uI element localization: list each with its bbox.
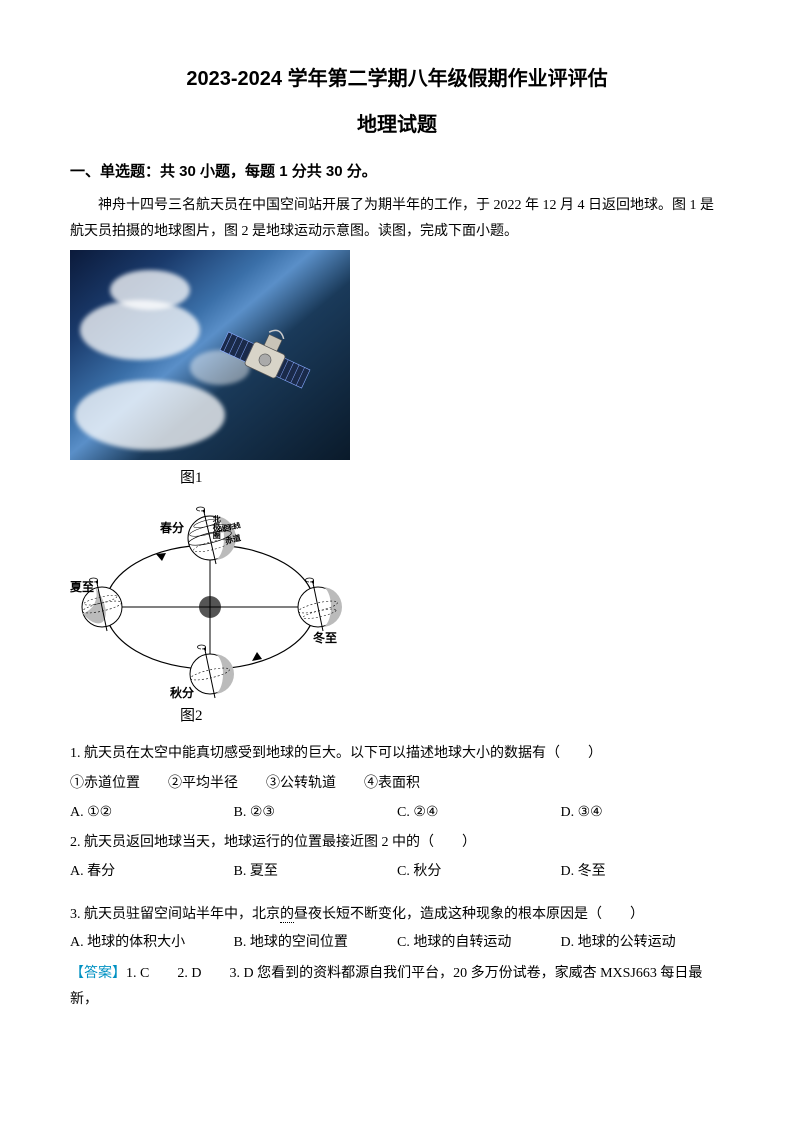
q1-opt-b: B. ②③ — [234, 800, 398, 827]
fig2-label-qiufen: 秋分 — [170, 682, 194, 705]
answer-label: 【答案】 — [70, 966, 126, 981]
section-heading: 一、单选题：共 30 小题，每题 1 分共 30 分。 — [70, 158, 724, 187]
figure-2-diagram: 春分 夏至 冬至 秋分 北极圈 北回归线 赤道 — [70, 502, 350, 702]
q3-stem-pre: 3. 航天员驻留空间站半年中，北京 — [70, 907, 280, 922]
title-main: 2023-2024 学年第二学期八年级假期作业评评估 — [70, 60, 724, 98]
q1-opt-d: D. ③④ — [561, 800, 725, 827]
fig2-label-chunfen: 春分 — [160, 517, 184, 540]
figure-1-image — [70, 250, 350, 460]
figure-2: 春分 夏至 冬至 秋分 北极圈 北回归线 赤道 图2 — [70, 502, 724, 731]
q2-opt-a: A. 春分 — [70, 859, 234, 886]
passage-text: 神舟十四号三名航天员在中国空间站开展了为期半年的工作，于 2022 年 12 月… — [70, 193, 724, 246]
figure-1-label: 图1 — [180, 464, 724, 493]
answer-3: 3. D — [229, 966, 253, 981]
q3-stem-post: 昼夜长短不断变化，造成这种现象的根本原因是（ ） — [294, 907, 644, 922]
answer-2: 2. D — [177, 966, 201, 981]
figure-1: 图1 — [70, 250, 724, 493]
q2-opt-c: C. 秋分 — [397, 859, 561, 886]
q2-opt-d: D. 冬至 — [561, 859, 725, 886]
q3-options: A. 地球的体积大小 B. 地球的空间位置 C. 地球的自转运动 D. 地球的公… — [70, 930, 724, 957]
q3-opt-c: C. 地球的自转运动 — [397, 930, 561, 957]
title-sub: 地理试题 — [70, 106, 724, 144]
q1-opt-a: A. ①② — [70, 800, 234, 827]
fig2-label-xiazhi: 夏至 — [70, 576, 94, 599]
q3-opt-a: A. 地球的体积大小 — [70, 930, 234, 957]
satellite-icon — [210, 305, 320, 415]
q1-stem: 1. 航天员在太空中能真切感受到地球的巨大。以下可以描述地球大小的数据有（ ） — [70, 741, 724, 768]
q3-stem-dot: 的 — [280, 907, 294, 923]
q2-stem: 2. 航天员返回地球当天，地球运行的位置最接近图 2 中的（ ） — [70, 830, 724, 857]
q3-opt-b: B. 地球的空间位置 — [234, 930, 398, 957]
q2-options: A. 春分 B. 夏至 C. 秋分 D. 冬至 — [70, 859, 724, 886]
q1-opt-c: C. ②④ — [397, 800, 561, 827]
q3-opt-d: D. 地球的公转运动 — [561, 930, 725, 957]
q1-sub: ①赤道位置 ②平均半径 ③公转轨道 ④表面积 — [70, 771, 724, 798]
q3-stem: 3. 航天员驻留空间站半年中，北京的昼夜长短不断变化，造成这种现象的根本原因是（… — [70, 902, 724, 929]
fig2-label-dongzhi: 冬至 — [313, 627, 337, 650]
q1-options: A. ①② B. ②③ C. ②④ D. ③④ — [70, 800, 724, 827]
answer-tail: 您看到的资料都源自我们平台，20 多万份试卷，家威杏 MXSJ663 每日最新， — [70, 966, 702, 1008]
answer-line: 【答案】1. C 2. D 3. D 您看到的资料都源自我们平台，20 多万份试… — [70, 961, 724, 1014]
q2-opt-b: B. 夏至 — [234, 859, 398, 886]
figure-2-label: 图2 — [180, 702, 724, 731]
answer-1: 1. C — [126, 966, 149, 981]
